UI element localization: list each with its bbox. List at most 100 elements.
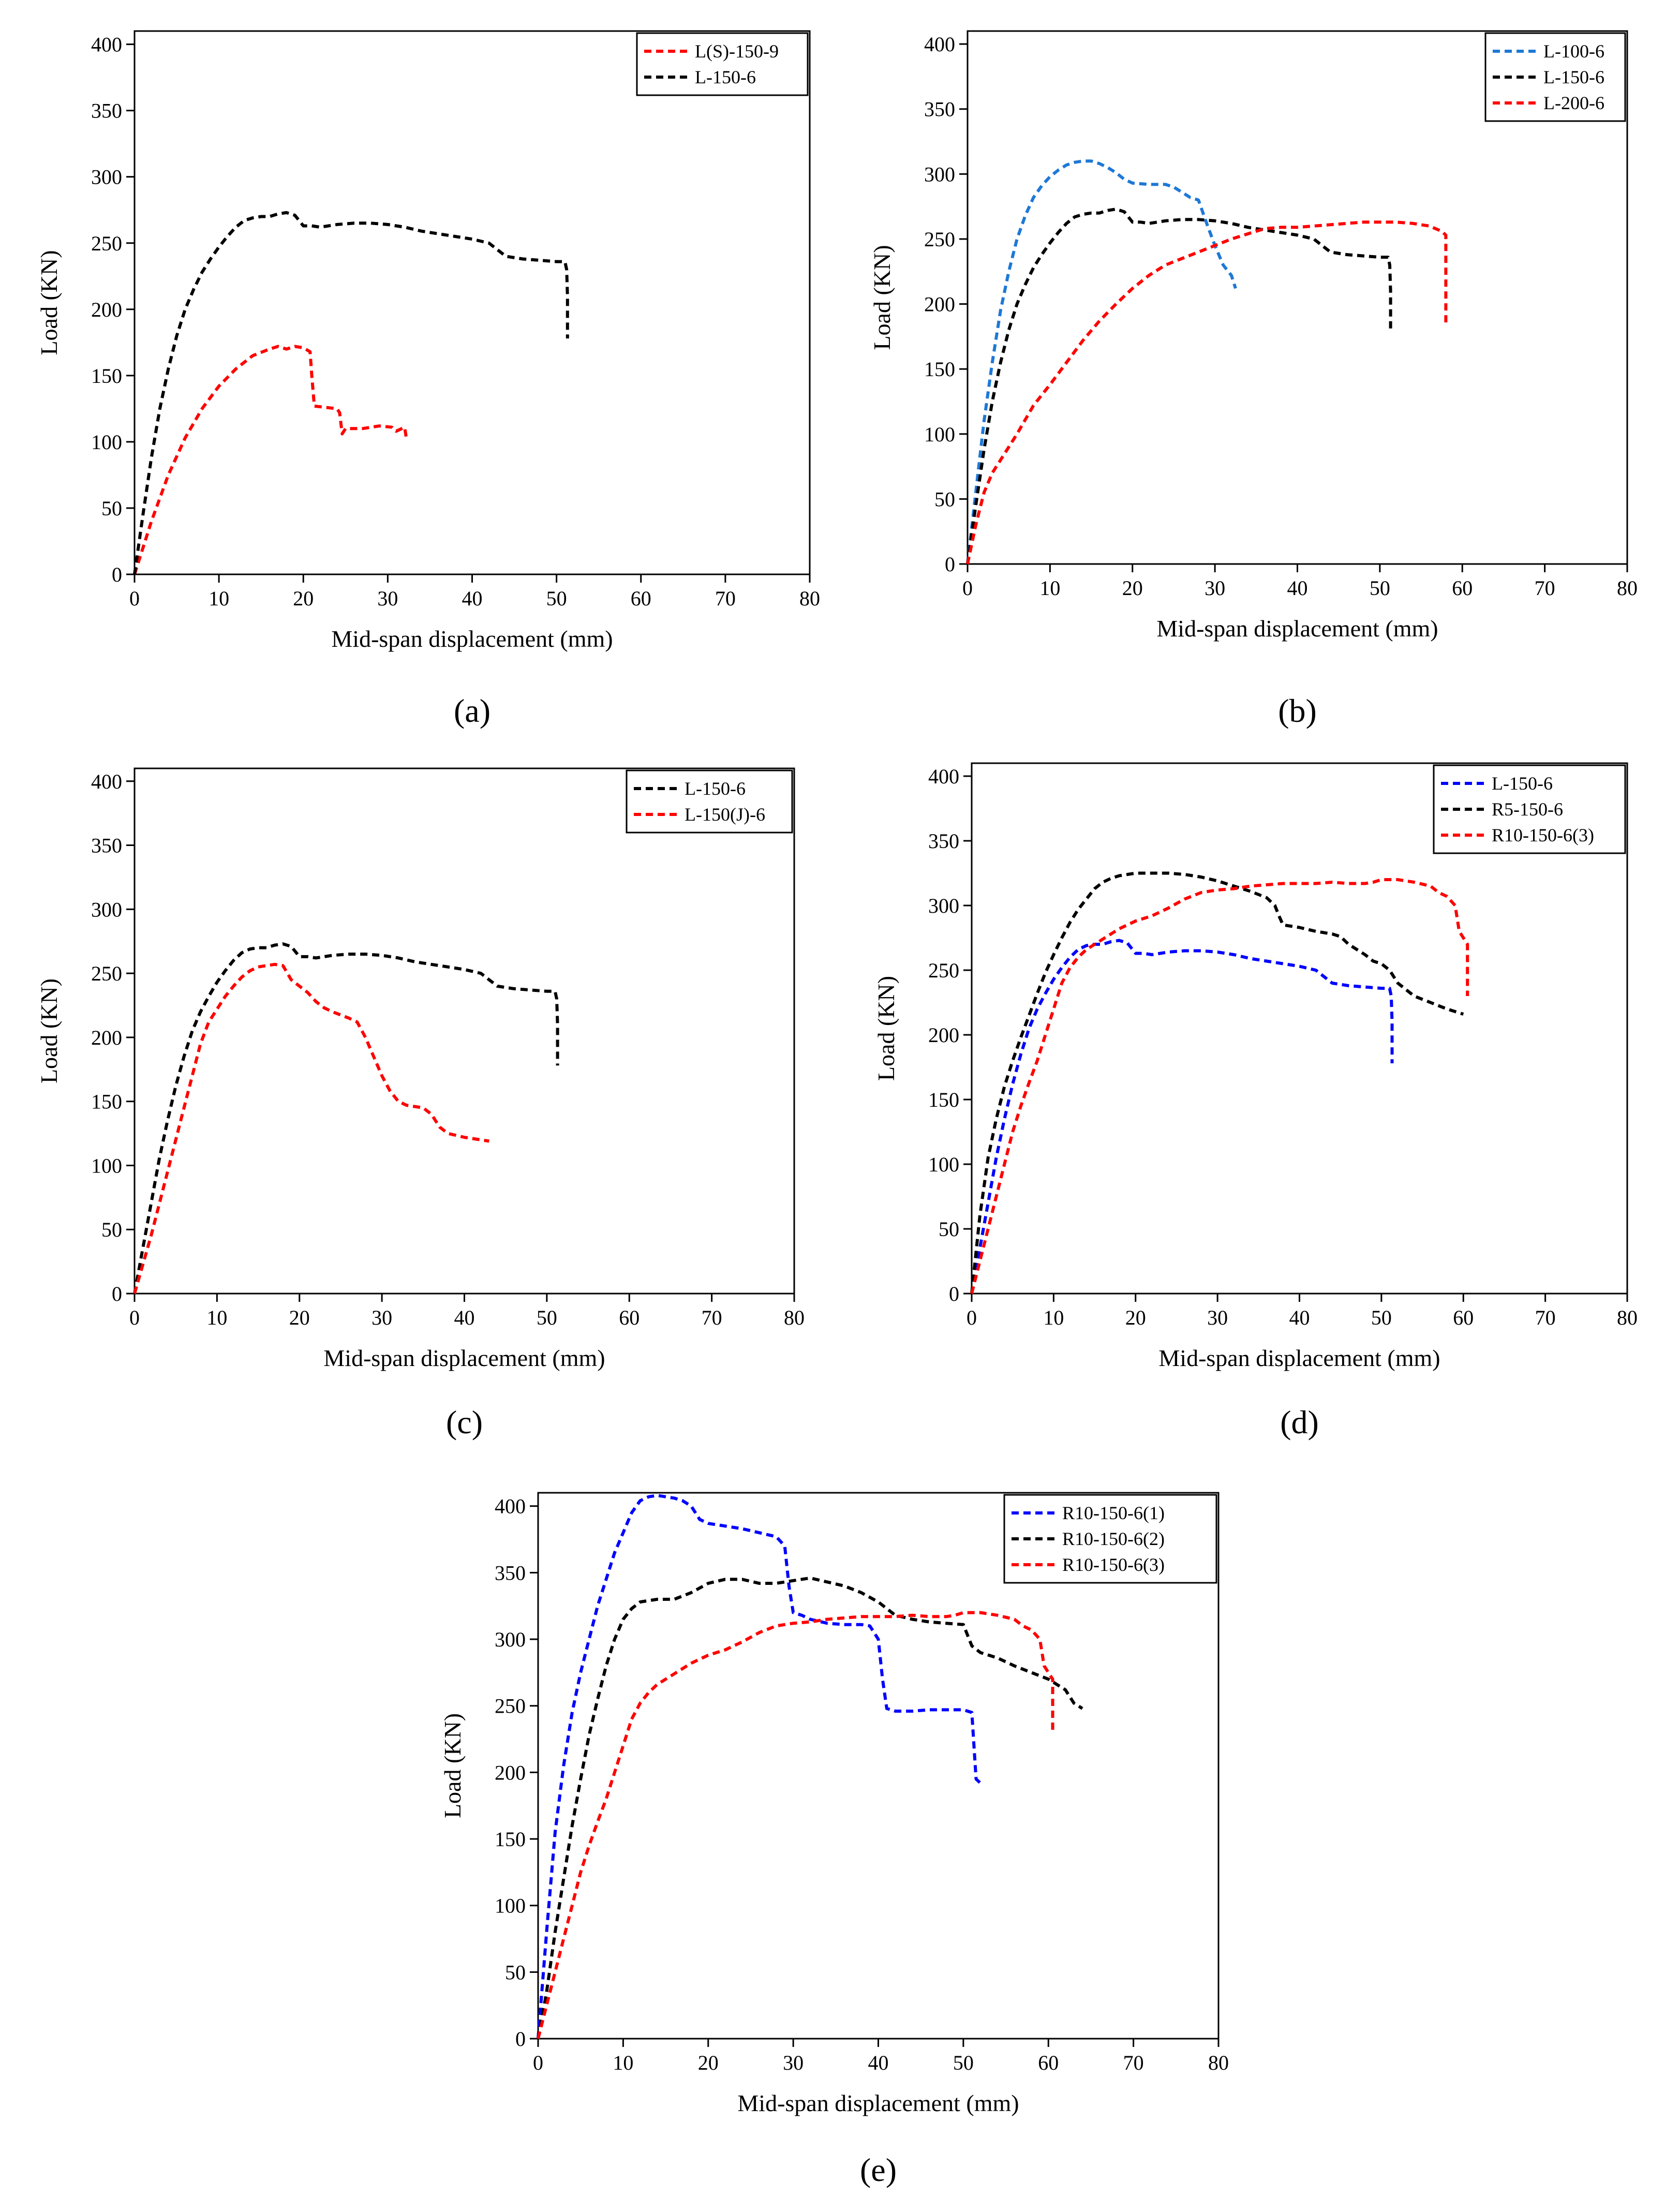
x-axis-label: Mid-span displacement (mm) [737,2090,1019,2116]
y-tick-label: 50 [505,1961,526,1984]
y-tick-label: 300 [495,1628,526,1651]
series-line-0 [537,1494,982,2039]
y-axis-label: Load (KN) [873,976,899,1081]
panel-label: (e) [860,2151,897,2188]
x-tick-label: 70 [702,1306,722,1329]
y-tick-label: 350 [928,829,959,853]
series-line-1 [970,871,1464,1294]
y-axis-label: Load (KN) [869,245,895,350]
y-tick-label: 250 [924,228,955,251]
y-tick-label: 300 [91,166,122,189]
x-tick-label: 0 [129,1306,140,1329]
panel-label: (b) [1278,692,1317,729]
y-tick-label: 200 [91,1026,122,1049]
legend-entry: R5-150-6 [1492,799,1563,820]
x-tick-label: 70 [715,587,736,610]
y-tick-label: 400 [924,33,955,56]
legend: L(S)-150-9 L-150-6 [636,32,809,96]
x-tick-label: 0 [533,2051,543,2074]
y-tick-label: 200 [928,1023,959,1047]
x-tick-label: 30 [1205,576,1225,600]
legend-entry: L-200-6 [1543,93,1604,113]
x-axis-label: Mid-span displacement (mm) [1156,615,1438,642]
chart-panel-0: 0 10 20 30 40 50 60 70 80 0 50 100 150 200 250 300 350 40… [36,30,820,729]
x-tick-label: 20 [293,587,314,610]
x-tick-label: 60 [631,587,651,610]
legend-entry: R10-150-6(3) [1492,825,1594,845]
y-axis-label: Load (KN) [439,1713,466,1818]
legend-entry: L-100-6 [1543,41,1604,62]
x-tick-label: 40 [1289,1306,1310,1329]
x-tick-label: 10 [613,2051,633,2074]
x-tick-label: 0 [129,587,140,610]
legend: L-150-6 R5-150-6 R10-150-6(3) [1433,764,1626,854]
x-tick-label: 80 [1617,576,1638,600]
series-line-1 [133,211,569,575]
y-tick-label: 200 [91,298,122,321]
x-tick-label: 40 [868,2051,889,2074]
x-axis-label: Mid-span displacement (mm) [323,1345,605,1371]
x-tick-label: 80 [1617,1306,1638,1329]
x-tick-label: 30 [783,2051,804,2074]
panel-label: (c) [446,1404,483,1441]
x-tick-label: 60 [1038,2051,1059,2074]
panel-label: (a) [454,692,490,729]
y-tick-label: 400 [91,770,122,793]
y-tick-label: 250 [91,962,122,985]
panel-label: (d) [1280,1404,1319,1441]
x-tick-label: 0 [962,576,973,600]
x-axis-label: Mid-span displacement (mm) [1158,1345,1440,1371]
legend-box [636,32,809,96]
y-tick-label: 50 [101,1218,122,1241]
series-line-0 [133,345,408,575]
series-line-1 [133,962,489,1294]
x-tick-label: 70 [1123,2051,1144,2074]
y-tick-label: 400 [91,33,122,56]
x-tick-label: 50 [537,1306,557,1329]
y-tick-label: 350 [91,834,122,857]
y-axis-label: Load (KN) [36,978,62,1083]
y-tick-label: 200 [924,293,955,316]
legend-box [626,769,793,834]
legend-entry: L(S)-150-9 [695,41,779,62]
x-tick-label: 50 [1371,1306,1392,1329]
x-tick-label: 20 [1125,1306,1146,1329]
y-tick-label: 150 [91,364,122,388]
x-tick-label: 60 [619,1306,640,1329]
y-tick-label: 350 [924,98,955,121]
plot-frame [133,767,795,1295]
x-tick-label: 60 [1453,1306,1474,1329]
y-tick-label: 0 [945,553,955,576]
x-tick-label: 20 [698,2051,719,2074]
y-tick-label: 50 [101,497,122,520]
y-tick-label: 50 [934,487,955,511]
series-line-2 [537,1611,1054,2039]
legend-entry: L-150-6 [685,778,746,799]
y-tick-label: 50 [939,1218,959,1241]
x-tick-label: 20 [289,1306,310,1329]
y-tick-label: 0 [949,1282,959,1305]
series-line-1 [537,1576,1083,2039]
y-tick-label: 100 [924,423,955,446]
y-tick-label: 300 [91,898,122,921]
x-tick-label: 30 [1207,1306,1228,1329]
y-tick-label: 150 [924,358,955,381]
y-tick-label: 350 [495,1561,526,1584]
legend: L-150-6 L-150(J)-6 [626,769,793,834]
y-tick-label: 100 [928,1153,959,1176]
y-tick-label: 250 [495,1695,526,1718]
legend-entry: L-150-6 [1492,773,1553,794]
x-axis-label: Mid-span displacement (mm) [331,626,613,652]
y-tick-label: 100 [91,1154,122,1177]
x-tick-label: 0 [967,1306,977,1329]
chart-panel-1: 0 10 20 30 40 50 60 70 80 0 50 100 150 200 250 300 350 40… [869,30,1638,729]
series-line-1 [966,207,1392,565]
x-tick-label: 20 [1122,576,1143,600]
x-tick-label: 10 [1039,576,1060,600]
x-tick-label: 40 [454,1306,475,1329]
legend: R10-150-6(1) R10-150-6(2) R10-150-6(3) [1003,1494,1217,1584]
legend-entry: L-150(J)-6 [685,804,765,825]
x-tick-label: 40 [462,587,483,610]
y-tick-label: 0 [112,563,122,586]
y-tick-label: 400 [495,1495,526,1518]
